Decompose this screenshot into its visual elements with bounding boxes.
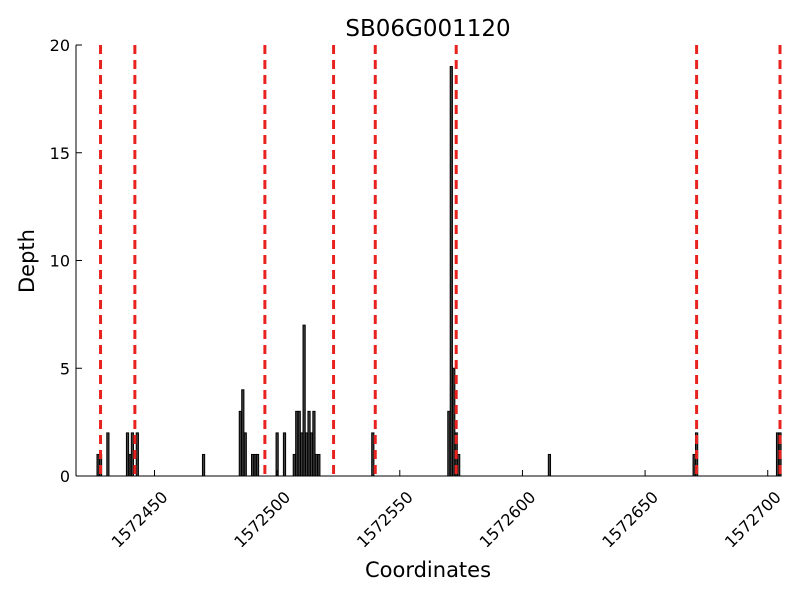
depth-bar [128,453,132,477]
depth-bar [96,453,100,477]
depth-bar [371,432,375,477]
y-axis-label: Depth [15,229,39,293]
depth-bar [125,432,130,477]
x-tick-label: 1572600 [476,488,540,552]
depth-bar [130,432,135,477]
depth-bar [302,324,306,477]
depth-bar [282,432,287,477]
depth-bar [307,410,311,477]
depth-bar [241,389,245,477]
depth-bar [449,66,453,477]
depth-bar [292,453,296,477]
x-axis-label: Coordinates [365,558,491,582]
depth-bar [295,410,299,477]
depth-bar [106,432,110,477]
depth-bar [201,453,206,477]
depth-bar [297,410,301,477]
reference-lines-layer [99,45,782,476]
x-tick-label: 1572700 [721,488,785,552]
y-tick-label: 0 [60,467,70,486]
depth-bar [135,432,139,477]
depth-bar [547,453,552,477]
depth-bar [457,453,461,477]
depth-bar [317,453,321,477]
chart-title: SB06G001120 [345,16,510,42]
y-tick-label: 15 [50,144,70,163]
depth-bar [300,432,304,477]
depth-bar [452,367,456,477]
depth-bar [314,453,319,477]
depth-bar [238,410,242,477]
depth-bar [447,410,451,477]
depth-bar [243,432,247,477]
depth-bar [775,432,780,477]
x-tick-label: 1572500 [230,488,294,552]
y-tick-label: 10 [50,252,70,271]
bars-layer [96,66,782,477]
axes-layer: 0 5 10 15 20 1572450 1572500 1572550 1572600 1572… [50,36,785,551]
y-tick-label: 5 [60,359,70,378]
depth-bar [253,453,257,477]
depth-bar [309,432,314,477]
x-tick-label: 1572550 [353,488,417,552]
x-tick-label: 1572450 [108,488,172,552]
depth-bar [275,432,279,477]
x-tick-label: 1572650 [598,488,662,552]
depth-bar [692,453,696,477]
depth-bar [255,453,260,477]
y-tick-label: 20 [50,36,70,55]
depth-bar [304,432,309,477]
depth-bar [251,453,255,477]
depth-bar [312,410,316,477]
